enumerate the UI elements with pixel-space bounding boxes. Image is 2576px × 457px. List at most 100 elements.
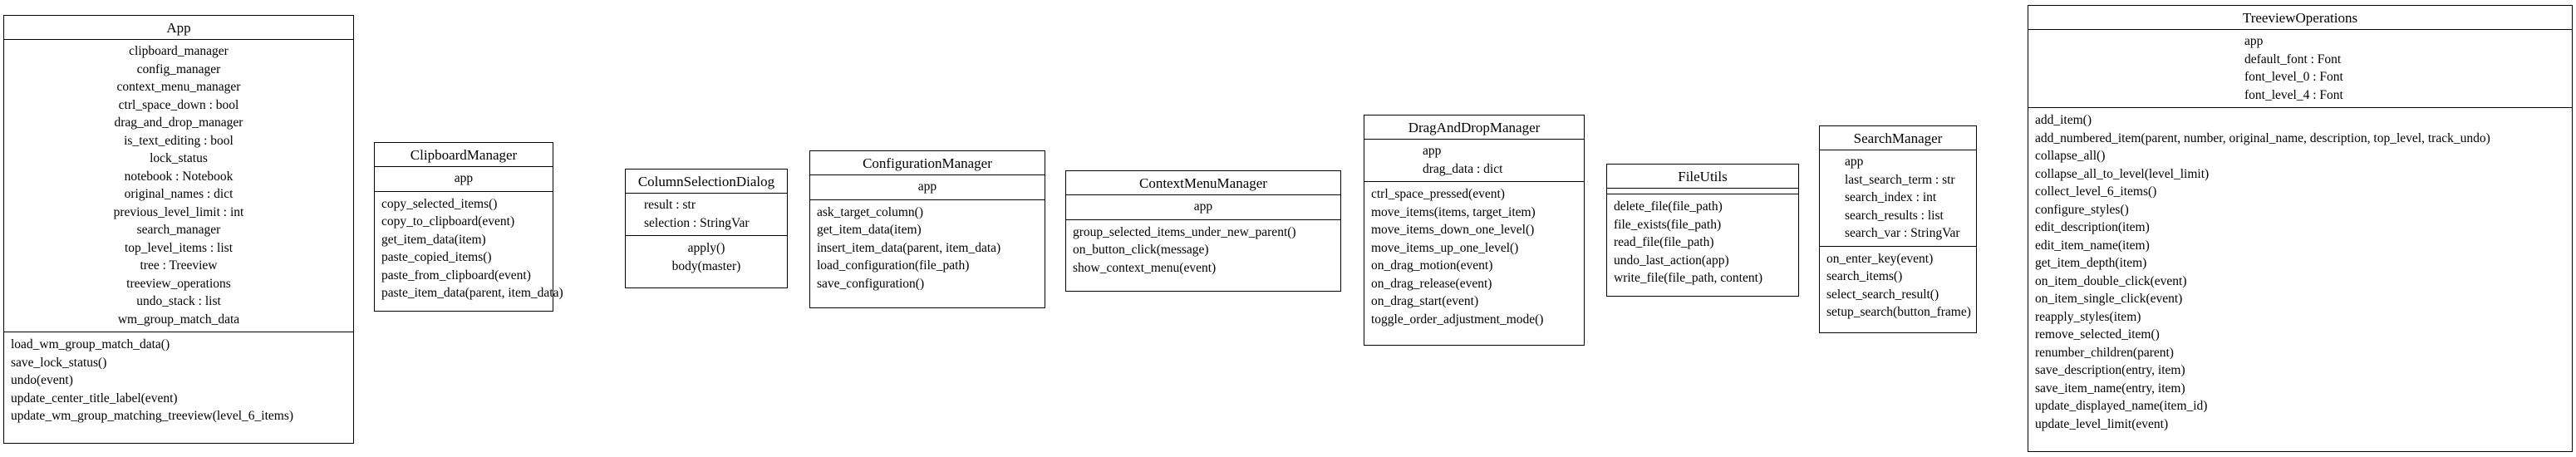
attribute: notebook : Notebook [124,169,234,184]
operations-list: group_selected_items_under_new_parent() o… [1066,219,1340,292]
operation: save_lock_status() [11,355,107,370]
attributes-list: app last_search_term : str search_index : … [1820,150,1976,246]
operation: renumber_children(parent) [2035,345,2174,360]
operations-list: on_enter_key(event) search_items() select_… [1820,245,1976,333]
operation: save_configuration() [817,276,925,291]
attribute: tree : Treeview [140,258,218,273]
operation: configure_styles() [2035,202,2129,217]
class-clipboard-manager: ClipboardManager app copy_selected_items… [374,142,563,312]
attribute: wm_group_match_data [117,312,240,327]
operation: body(master) [671,258,741,273]
operation: write_file(file_path, content) [1614,271,1763,285]
attribute: last_search_term : str [1845,172,1955,187]
operation: undo_last_action(app) [1614,253,1729,268]
class-name: DragAndDropManager [1364,115,1584,140]
attributes-list: app drag_data : dict [1364,140,1584,181]
operation: file_exists(file_path) [1614,217,1722,232]
operation: on_item_single_click(event) [2035,292,2183,306]
attribute: lock_status [150,151,208,165]
class-name: ConfigurationManager [810,151,1045,175]
class-name: ColumnSelectionDialog [626,170,787,194]
class-name: TreeviewOperations [2028,6,2572,30]
operation: search_items() [1826,269,1903,283]
operation: remove_selected_item() [2035,327,2160,342]
class-column-selection-dialog: ColumnSelectionDialog result : str select… [625,169,788,288]
attribute: previous_level_limit : int [113,204,244,219]
attribute: app [2244,34,2264,48]
operation: collect_level_6_items() [2035,184,2157,199]
attribute: default_font : Font [2244,52,2342,66]
attribute: original_names : dict [124,187,234,201]
operations-list: ask_target_column() get_item_data(item) in… [810,199,1045,308]
attribute: undo_stack : list [136,294,221,308]
operations-list: load_wm_group_match_data() save_lock_stat… [4,332,353,443]
operation: get_item_data(item) [817,223,922,237]
operation: move_items_down_one_level() [1371,223,1535,237]
attribute: config_manager [136,61,221,76]
attribute: app [1423,144,1442,158]
operation: read_file(file_path) [1614,235,1714,249]
operation: on_item_double_click(event) [2035,273,2187,288]
attribute: drag_and_drop_manager [114,115,243,130]
class-drag-and-drop-manager: DragAndDropManager app drag_data : dict c… [1364,115,1585,346]
attribute: app [1193,199,1213,214]
operation: add_numbered_item(parent, number, origin… [2035,130,2490,145]
operation: on_drag_release(event) [1371,276,1492,291]
class-name: ContextMenuManager [1066,171,1340,195]
operation: reapply_styles(item) [2035,309,2141,324]
operation: copy_selected_items() [381,196,498,211]
class-search-manager: SearchManager app last_search_term : str s… [1819,125,1977,333]
attribute: app [454,171,474,185]
operation: ctrl_space_pressed(event) [1371,187,1505,201]
class-name: ClipboardManager [375,143,553,167]
class-name: App [4,16,353,40]
attribute: clipboard_manager [129,44,229,58]
attribute: result : str [644,198,696,212]
operation: delete_file(file_path) [1614,199,1723,214]
operation: copy_to_clipboard(event) [381,214,515,228]
attribute: font_level_4 : Font [2244,87,2343,102]
attribute: app [917,179,937,194]
attributes-list: app [810,175,1045,199]
attribute: search_index : int [1845,190,1937,204]
operations-list: delete_file(file_path) file_exists(file_p… [1607,194,1798,296]
attributes-list: result : str selection : StringVar [626,194,787,235]
operation: load_configuration(file_path) [817,258,970,273]
operation: select_search_result() [1826,287,1939,302]
class-treeview-operations: TreeviewOperations app default_font : Fon… [2028,5,2573,452]
operation: update_center_title_label(event) [11,391,178,405]
attributes-list: clipboard_manager config_manager context_m… [4,40,353,332]
operation: toggle_order_adjustment_mode() [1371,312,1544,327]
class-file-utils: FileUtils delete_file(file_path) file_exi… [1606,164,1799,297]
operation: update_level_limit(event) [2035,416,2169,431]
class-context-menu-manager: ContextMenuManager app group_selected_it… [1065,170,1341,292]
operation: load_wm_group_match_data() [11,337,170,351]
class-configuration-manager: ConfigurationManager app ask_target_colu… [809,150,1045,308]
operation: update_displayed_name(item_id) [2035,399,2208,413]
operation: edit_item_name(item) [2035,238,2150,253]
attributes-list: app [1066,195,1340,219]
operation: move_items(items, target_item) [1371,204,1536,219]
attribute: app [1845,155,1864,169]
operation: on_enter_key(event) [1826,251,1934,266]
attribute: search_results : list [1845,208,1944,223]
operation: collapse_all_to_level(level_limit) [2035,166,2210,181]
class-name: FileUtils [1607,165,1798,189]
operations-list: apply() body(master) [626,235,787,287]
attribute: drag_data : dict [1423,161,1503,176]
attributes-list: app [375,167,553,191]
attribute: search_manager [136,223,221,237]
operations-list: add_item() add_numbered_item(parent, numb… [2028,107,2572,451]
attribute: top_level_items : list [124,240,234,255]
attribute: is_text_editing : bool [124,133,234,148]
attribute: selection : StringVar [644,215,750,230]
operation: get_item_data(item) [381,232,486,247]
operation: update_wm_group_matching_treeview(level_… [11,409,294,423]
operation: add_item() [2035,113,2092,127]
operation: save_description(entry, item) [2035,363,2185,377]
attribute: ctrl_space_down : bool [118,97,239,112]
attributes-list: app default_font : Font font_level_0 : Fon… [2028,30,2572,107]
attribute: context_menu_manager [116,80,241,94]
operation: move_items_up_one_level() [1371,240,1519,255]
